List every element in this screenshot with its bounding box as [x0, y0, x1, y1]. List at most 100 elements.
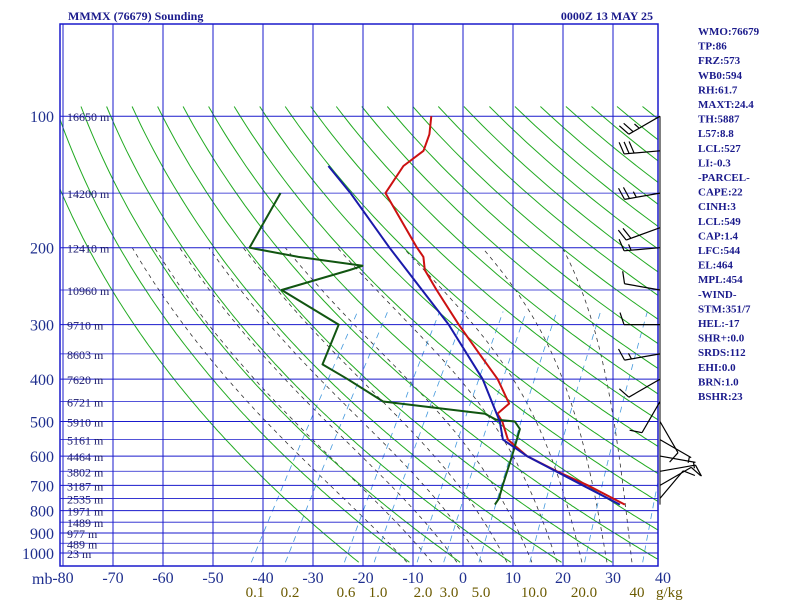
moist-adiabat-5: [208, 247, 483, 563]
index-line: SHR+:0.0: [698, 333, 745, 345]
index-line: MPL:454: [698, 274, 743, 286]
pressure-tick-label: 400: [30, 372, 54, 389]
index-line: SRDS:112: [698, 347, 746, 359]
temperature-tick-label: -80: [52, 570, 73, 587]
index-line: CAP:1.4: [698, 230, 739, 242]
mixing-ratio-line-40: [642, 479, 658, 563]
wind-barb-flag: [618, 388, 630, 398]
temperature-tick-label: -40: [252, 570, 273, 587]
mixing-ratio-unit: g/kg: [656, 585, 683, 600]
dry-adiabat-280: [106, 106, 512, 563]
wind-barb-staff: [659, 421, 679, 453]
dry-adiabat-250: [60, 187, 360, 563]
index-line: LCL:527: [698, 143, 741, 155]
index-line: TH:5887: [698, 114, 740, 126]
pressure-tick-label: 800: [30, 504, 54, 521]
mixing-ratio-label: 0.6: [337, 585, 356, 600]
station-title: MMMX (76679) Sounding: [68, 9, 203, 23]
mixing-ratio-label: 20.0: [571, 585, 597, 600]
moist-adiabat--10: [131, 247, 408, 563]
wind-barb-half-flag: [634, 123, 640, 129]
pressure-tick-label: 600: [30, 449, 54, 466]
wind-barb-staff: [624, 353, 661, 361]
dewpoint-line: [248, 192, 521, 506]
wind-barbs: [617, 115, 703, 505]
dry-adiabat-260: [60, 117, 410, 563]
moist-adiabats: [131, 247, 633, 563]
dry-adiabat-270: [80, 106, 461, 563]
index-line: EHI:0.0: [698, 362, 736, 374]
wind-barb-flag: [618, 142, 625, 155]
wind-barb: [618, 141, 661, 155]
height-label: 3802 m: [67, 465, 104, 479]
index-line: MAXT:24.4: [698, 99, 754, 111]
wind-barb-staff: [624, 247, 661, 252]
index-line: BRN:1.0: [698, 376, 739, 388]
height-label: 10960 m: [67, 284, 110, 298]
height-label: 2535 m: [67, 492, 104, 506]
parcel-line: [327, 165, 621, 506]
wind-barb-flag: [623, 141, 630, 154]
wind-barb-flag: [619, 312, 625, 325]
wind-barb: [618, 238, 661, 252]
wind-barb-flag: [622, 271, 626, 284]
mixing-ratio-label: 40: [630, 585, 645, 600]
wind-barb-staff: [625, 227, 661, 241]
mixing-ratio-label: 0.2: [281, 585, 300, 600]
pressure-tick-label: 200: [30, 241, 54, 258]
moist-adiabat--5: [154, 247, 433, 563]
moist-adiabat-20: [337, 247, 558, 563]
wind-barb-staff: [624, 150, 661, 155]
wind-barb-flag: [622, 187, 630, 199]
index-line: LFC:544: [698, 245, 741, 257]
wind-barb-half-flag: [632, 191, 637, 198]
wind-barb: [659, 439, 692, 463]
wind-barb-half-flag: [627, 353, 632, 360]
pressure-tick-label: 900: [30, 526, 54, 543]
wind-barb-staff: [641, 401, 661, 434]
dry-adiabat-330: [233, 106, 658, 503]
temperature-tick-label: -20: [352, 570, 373, 587]
temperature-tick-label: 0: [459, 570, 467, 587]
height-labels: 16650 m 14200 m 12410 m 10960 m 9710 m 8603 m…: [67, 110, 110, 561]
mixing-ratio-label: 5.0: [472, 585, 491, 600]
index-line: TP:86: [698, 41, 727, 53]
height-label: 14200 m: [67, 187, 110, 201]
moist-adiabat-25: [402, 247, 583, 563]
moist-adiabat-0: [179, 247, 458, 563]
height-label: 5161 m: [67, 434, 104, 448]
wind-barb-staff: [659, 439, 692, 459]
index-line: WB0:594: [698, 70, 743, 82]
wind-barb-flag: [618, 238, 625, 252]
height-label: 489 m: [67, 537, 98, 551]
mixing-ratio-line-0.2: [285, 311, 389, 563]
height-label: 5910 m: [67, 416, 104, 430]
index-line: STM:351/7: [698, 303, 751, 315]
mixing-ratio-line-10: [529, 311, 601, 563]
index-line: L57:8.8: [698, 128, 734, 140]
pressure-tick-label: 700: [30, 478, 54, 495]
height-label: 977 m: [67, 527, 98, 541]
dry-adiabat-340: [259, 106, 658, 475]
wind-barb-staff: [628, 378, 661, 398]
index-line: EL:464: [698, 260, 733, 272]
pressure-tick-label: 100: [30, 109, 54, 126]
wind-barb: [617, 227, 661, 241]
temperature-tick-label: 10: [505, 570, 521, 587]
wind-barb-flag: [694, 464, 703, 477]
height-label: 16650 m: [67, 110, 110, 124]
mixing-ratio-label: 10.0: [521, 585, 547, 600]
mixing-ratio-label: 0.1: [246, 585, 265, 600]
wind-barb: [622, 271, 661, 291]
pressure-tick-label: 300: [30, 318, 54, 335]
wind-barb-staff: [659, 455, 696, 463]
temperature-tick-label: -50: [202, 570, 223, 587]
height-label: 7620 m: [67, 373, 104, 387]
temperature-tick-label: -60: [152, 570, 173, 587]
dry-adiabat-360: [310, 106, 658, 421]
wind-barb-flag: [629, 429, 643, 434]
wind-barb: [618, 378, 661, 398]
temperature-tick-label: 30: [605, 570, 621, 587]
